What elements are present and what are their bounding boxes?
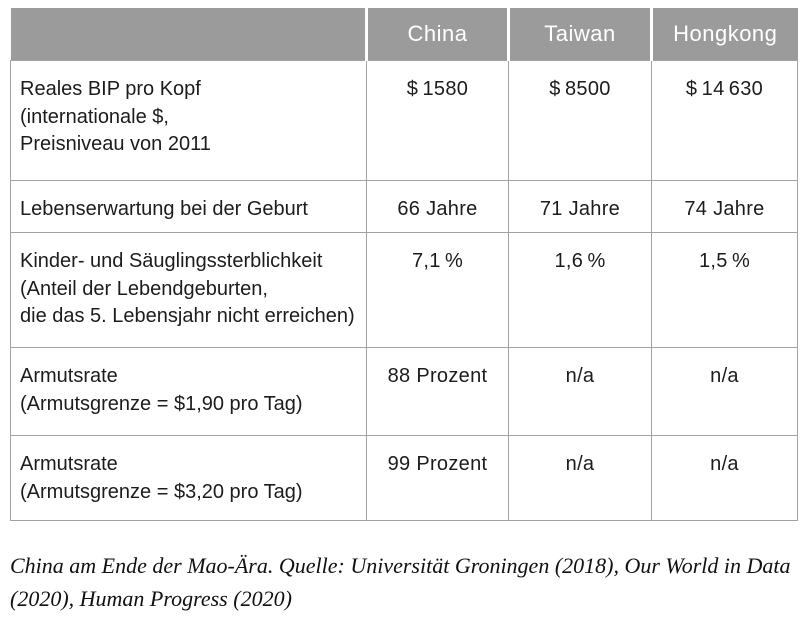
table-row-poverty-320: Armutsrate (Armutsgrenze = $3,20 pro Tag… <box>10 435 798 521</box>
cell-value: 1,5 % <box>651 232 798 348</box>
table-row-child-mortality: Kinder- und Säuglingssterblichkeit (Ante… <box>10 232 798 348</box>
header-cell-hongkong: Hongkong <box>650 8 798 61</box>
table-caption: China am Ende der Mao-Ära. Quelle: Unive… <box>10 553 791 611</box>
header-empty-cell <box>10 8 367 61</box>
row-label: Kinder- und Säuglingssterblichkeit (Ante… <box>10 232 367 348</box>
cell-value: 88 Prozent <box>366 347 509 436</box>
cell-value: $ 8500 <box>508 60 652 181</box>
cell-value: n/a <box>651 435 798 521</box>
cell-value: $ 14 630 <box>651 60 798 181</box>
header-cell-taiwan: Taiwan <box>507 8 652 61</box>
statistics-table: China Taiwan Hongkong Reales BIP pro Kop… <box>10 8 798 521</box>
row-label: Armutsrate (Armutsgrenze = $3,20 pro Tag… <box>10 435 367 521</box>
book-page: China Taiwan Hongkong Reales BIP pro Kop… <box>10 8 798 611</box>
cell-value: $ 1580 <box>366 60 509 181</box>
header-row: China Taiwan Hongkong <box>10 8 798 61</box>
cell-value: 1,6 % <box>508 232 652 348</box>
row-label: Lebenserwartung bei der Geburt <box>10 180 367 233</box>
row-label: Reales BIP pro Kopf (internationale $, P… <box>10 60 367 181</box>
cell-value: n/a <box>651 347 798 436</box>
table-row-gdp: Reales BIP pro Kopf (internationale $, P… <box>10 60 798 181</box>
table-row-life-expectancy: Lebenserwartung bei der Geburt 66 Jahre … <box>10 180 798 233</box>
row-label: Armutsrate (Armutsgrenze = $1,90 pro Tag… <box>10 347 367 436</box>
header-cell-china: China <box>365 8 509 61</box>
cell-value: 71 Jahre <box>508 180 652 233</box>
cell-value: n/a <box>508 435 652 521</box>
cell-value: n/a <box>508 347 652 436</box>
table-row-poverty-190: Armutsrate (Armutsgrenze = $1,90 pro Tag… <box>10 347 798 436</box>
cell-value: 99 Prozent <box>366 435 509 521</box>
cell-value: 7,1 % <box>366 232 509 348</box>
cell-value: 66 Jahre <box>366 180 509 233</box>
cell-value: 74 Jahre <box>651 180 798 233</box>
